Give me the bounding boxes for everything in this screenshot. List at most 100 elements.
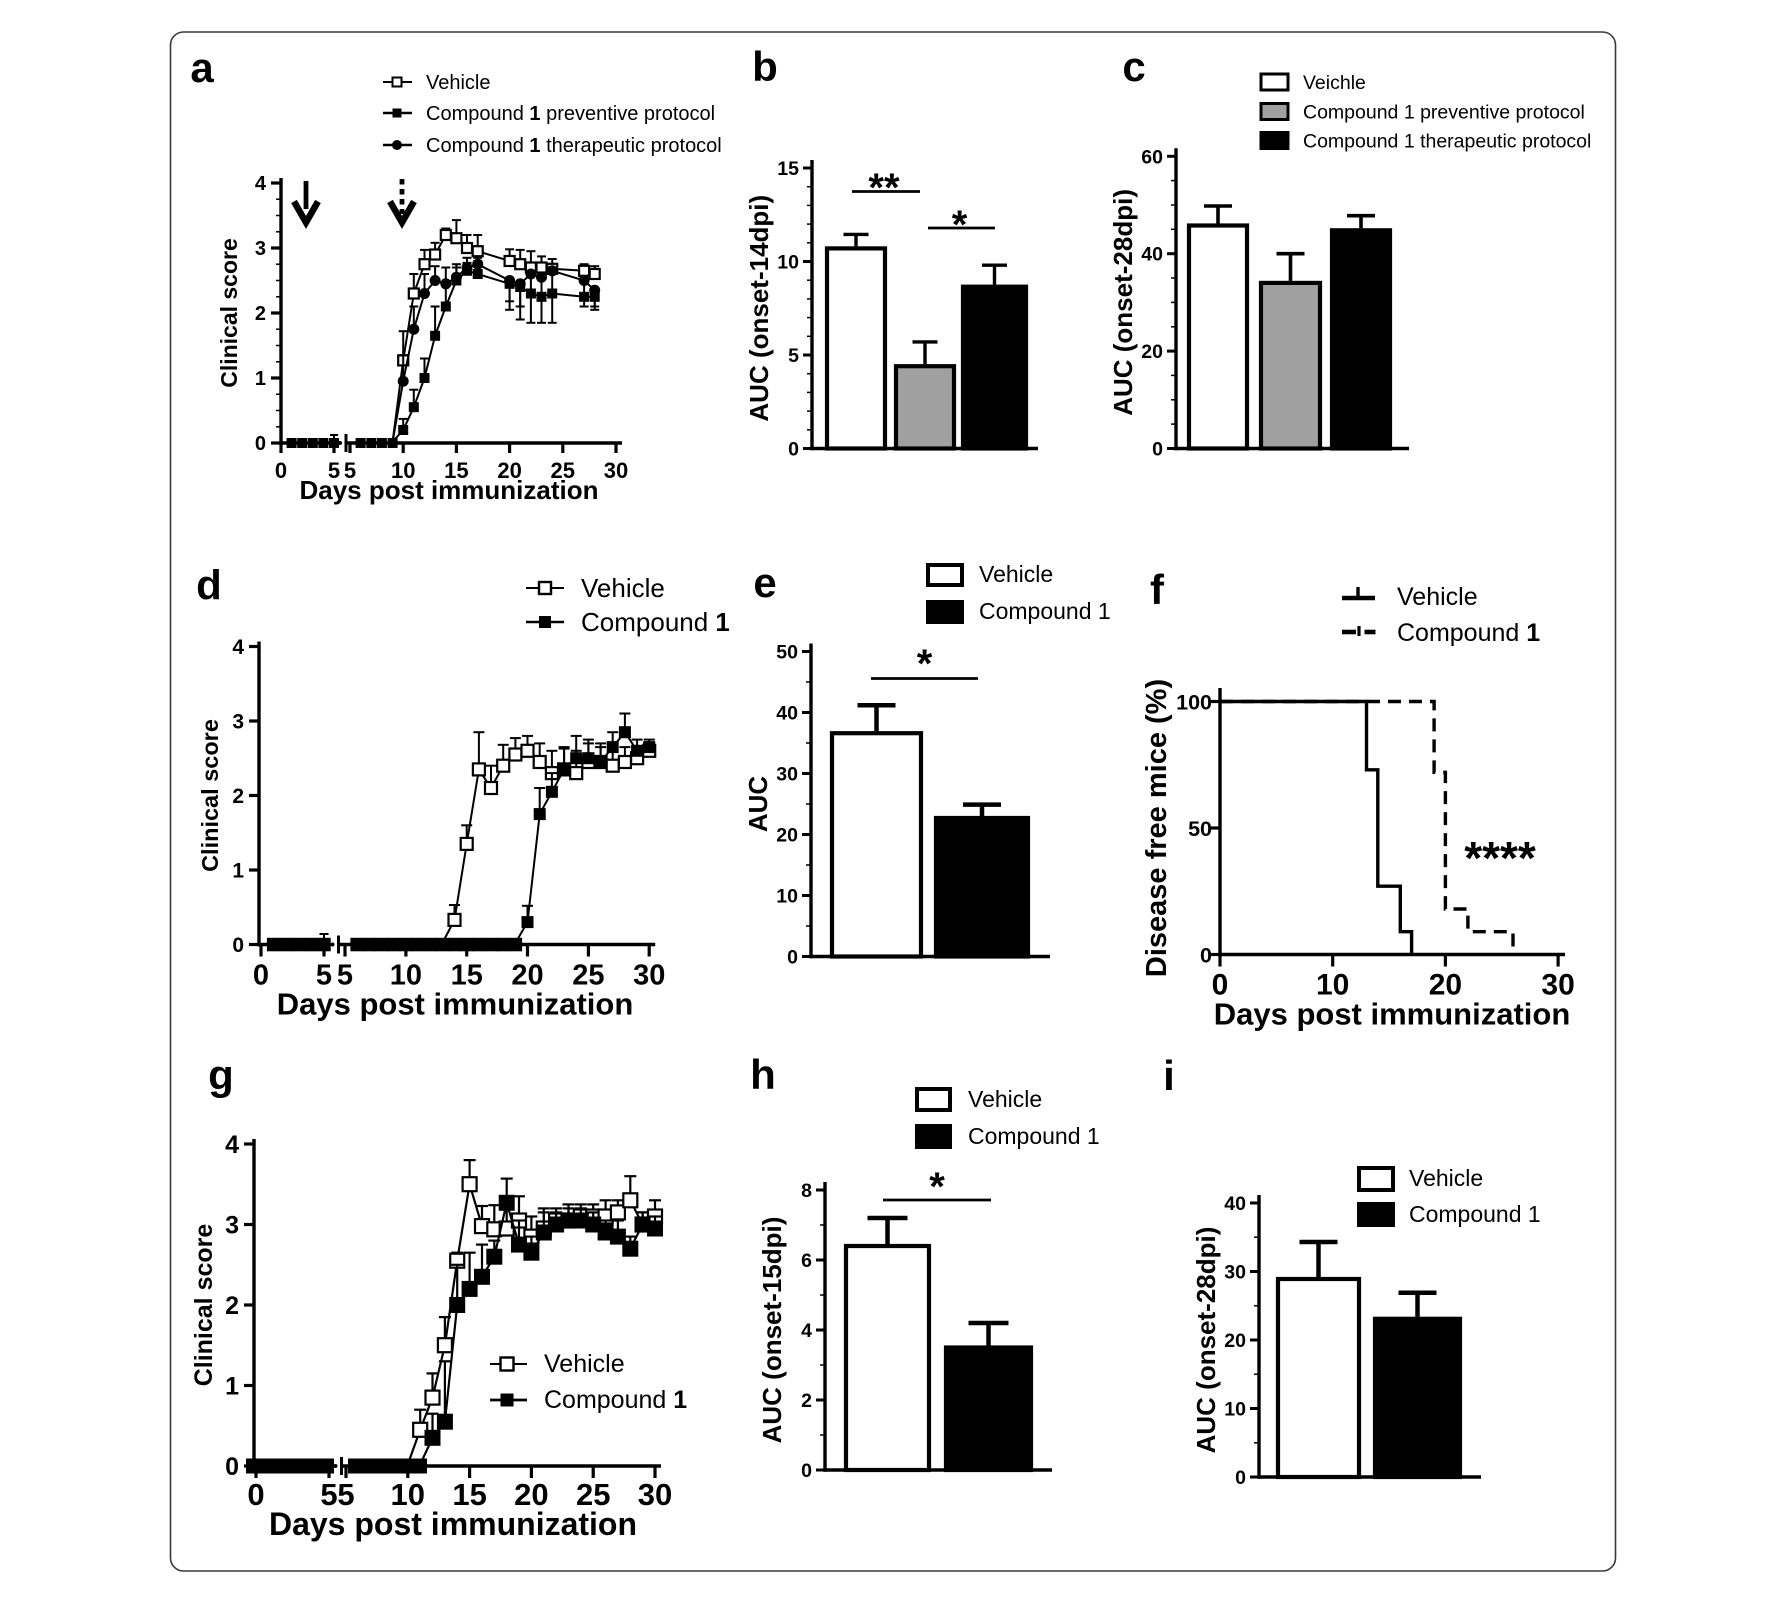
svg-text:20: 20 (1224, 1330, 1246, 1352)
svg-text:Compound 1: Compound 1 (1409, 1201, 1541, 1227)
svg-text:8: 8 (801, 1180, 812, 1202)
svg-text:60: 60 (1141, 146, 1163, 168)
svg-text:Days post immunization: Days post immunization (299, 475, 598, 505)
svg-text:10: 10 (391, 458, 415, 483)
svg-text:100: 100 (1176, 691, 1212, 715)
svg-text:Compound 1 preventive protocol: Compound 1 preventive protocol (1303, 102, 1585, 124)
svg-text:AUC (onset-14dpi): AUC (onset-14dpi) (744, 195, 774, 422)
svg-text:Vehicle: Vehicle (1409, 1165, 1483, 1191)
svg-text:5: 5 (337, 1477, 354, 1512)
svg-text:2: 2 (801, 1390, 812, 1412)
svg-text:5: 5 (328, 458, 340, 483)
svg-text:20: 20 (514, 1477, 548, 1512)
svg-text:5: 5 (788, 345, 799, 367)
svg-text:20: 20 (497, 458, 521, 483)
svg-text:a: a (190, 44, 214, 91)
svg-text:0: 0 (1212, 969, 1229, 1002)
svg-text:Compound 1: Compound 1 (544, 1386, 687, 1414)
svg-text:15: 15 (452, 1477, 486, 1512)
svg-text:20: 20 (776, 825, 798, 847)
svg-text:****: **** (1464, 832, 1536, 884)
svg-text:Vehicle: Vehicle (581, 573, 665, 603)
svg-text:4: 4 (232, 636, 244, 659)
svg-text:25: 25 (576, 1477, 610, 1512)
svg-text:10: 10 (1224, 1399, 1246, 1421)
svg-text:10: 10 (777, 252, 799, 274)
svg-text:b: b (752, 43, 778, 90)
svg-text:Days post immunization: Days post immunization (269, 1506, 637, 1542)
svg-text:40: 40 (1224, 1193, 1246, 1215)
svg-text:Compound 1: Compound 1 (1397, 619, 1540, 647)
svg-text:Vehicle: Vehicle (968, 1086, 1042, 1112)
svg-text:Veichle: Veichle (1303, 72, 1366, 94)
svg-text:**: ** (868, 166, 900, 210)
svg-text:20: 20 (1141, 341, 1163, 363)
svg-text:0: 0 (255, 433, 266, 455)
svg-text:10: 10 (776, 886, 798, 908)
svg-text:Vehicle: Vehicle (426, 72, 491, 94)
svg-text:AUC (onset-28dpi): AUC (onset-28dpi) (1108, 189, 1138, 416)
svg-text:30: 30 (776, 764, 798, 786)
svg-text:3: 3 (225, 1212, 239, 1240)
svg-text:1: 1 (232, 860, 244, 883)
svg-text:3: 3 (232, 711, 244, 734)
svg-text:Compound 1 therapeutic protoco: Compound 1 therapeutic protocol (1303, 131, 1591, 153)
svg-text:40: 40 (776, 703, 798, 725)
svg-text:25: 25 (551, 458, 575, 483)
svg-text:30: 30 (638, 1477, 672, 1512)
svg-text:d: d (196, 562, 222, 609)
svg-text:0: 0 (275, 458, 287, 483)
svg-text:4: 4 (255, 173, 267, 195)
svg-text:AUC (onset-28dpi): AUC (onset-28dpi) (1191, 1227, 1221, 1454)
svg-text:30: 30 (604, 458, 628, 483)
svg-text:Clinical score: Clinical score (216, 238, 242, 388)
svg-text:Vehicle: Vehicle (1397, 583, 1478, 611)
svg-text:20: 20 (1429, 969, 1462, 1002)
svg-text:4: 4 (801, 1320, 812, 1342)
svg-text:30: 30 (1541, 969, 1574, 1002)
svg-text:0: 0 (788, 439, 799, 461)
svg-text:Compound 1 preventive protocol: Compound 1 preventive protocol (426, 103, 715, 125)
svg-text:5: 5 (320, 1477, 337, 1512)
svg-text:i: i (1163, 1052, 1175, 1099)
svg-text:15: 15 (777, 158, 799, 180)
svg-text:50: 50 (776, 642, 798, 664)
svg-text:30: 30 (633, 960, 665, 992)
svg-text:0: 0 (1152, 439, 1163, 461)
svg-text:0: 0 (225, 1453, 239, 1481)
svg-text:2: 2 (232, 785, 244, 808)
svg-text:*: * (952, 203, 968, 247)
svg-text:0: 0 (1200, 944, 1212, 968)
svg-text:40: 40 (1141, 244, 1163, 266)
svg-text:Clinical score: Clinical score (190, 1224, 218, 1387)
svg-text:10: 10 (390, 960, 422, 992)
svg-text:0: 0 (232, 934, 244, 957)
svg-text:15: 15 (451, 960, 483, 992)
svg-text:Compound 1: Compound 1 (968, 1123, 1100, 1149)
svg-text:Compound 1: Compound 1 (581, 607, 730, 637)
svg-text:10: 10 (1316, 969, 1349, 1002)
svg-text:4: 4 (225, 1131, 239, 1159)
svg-text:Vehicle: Vehicle (979, 561, 1053, 587)
svg-text:f: f (1150, 566, 1165, 613)
svg-text:*: * (917, 642, 933, 686)
svg-text:AUC (onset-15dpi): AUC (onset-15dpi) (757, 1217, 787, 1444)
svg-text:0: 0 (787, 947, 798, 969)
svg-text:3: 3 (255, 238, 266, 260)
svg-text:25: 25 (572, 960, 604, 992)
svg-text:10: 10 (391, 1477, 425, 1512)
svg-text:Days post immunization: Days post immunization (1214, 997, 1571, 1032)
svg-text:30: 30 (1224, 1262, 1246, 1284)
svg-text:Disease free mice (%): Disease free mice (%) (1141, 679, 1173, 977)
svg-text:g: g (208, 1052, 234, 1099)
svg-text:2: 2 (255, 303, 266, 325)
svg-text:Vehicle: Vehicle (544, 1350, 625, 1378)
svg-text:0: 0 (247, 1477, 264, 1512)
svg-text:5: 5 (344, 458, 356, 483)
svg-text:Compound 1 therapeutic protoco: Compound 1 therapeutic protocol (426, 135, 722, 157)
svg-text:2: 2 (225, 1292, 239, 1320)
svg-text:AUC: AUC (743, 776, 773, 833)
svg-text:0: 0 (801, 1460, 812, 1482)
svg-text:50: 50 (1188, 817, 1212, 841)
svg-text:*: * (929, 1165, 945, 1209)
